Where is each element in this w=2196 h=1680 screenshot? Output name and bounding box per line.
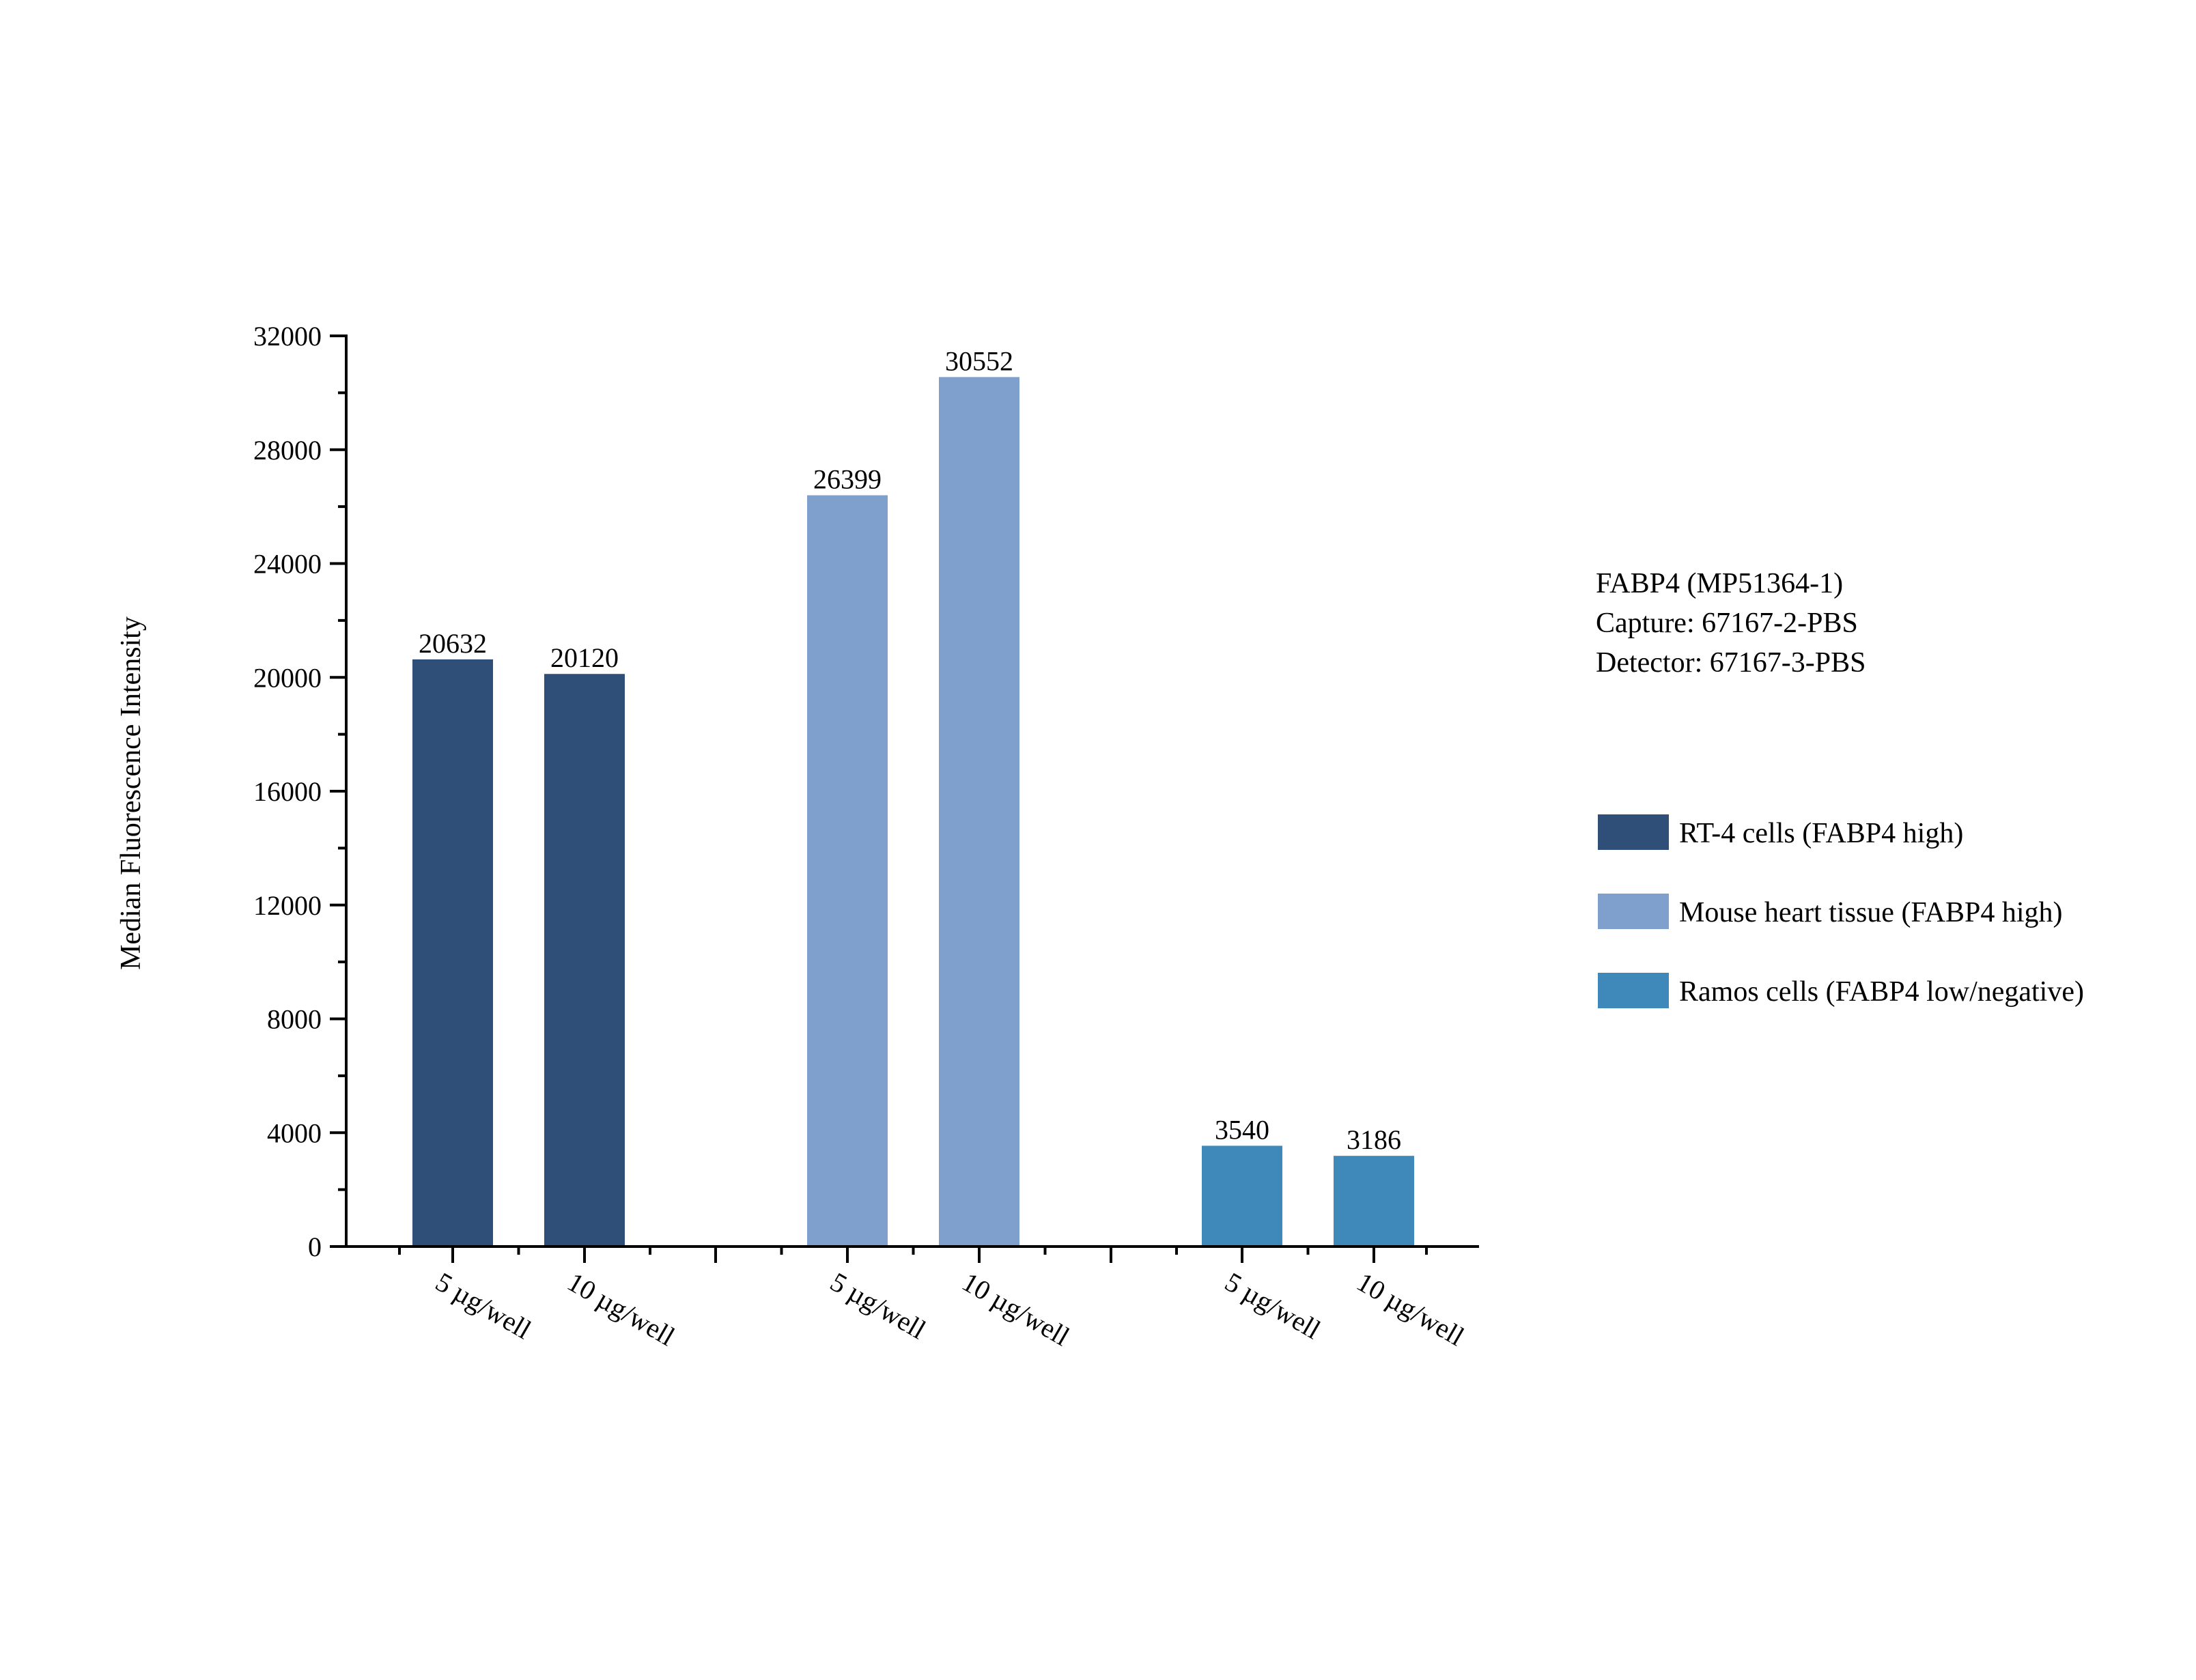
- x-category-label: 10 µg/well: [1352, 1266, 1469, 1352]
- data-label: 30552: [945, 345, 1013, 376]
- y-tick-label: 12000: [253, 890, 322, 921]
- x-category-label: 10 µg/well: [563, 1266, 680, 1352]
- legend-swatch: [1598, 894, 1669, 929]
- y-tick-label: 28000: [253, 435, 322, 466]
- y-tick-label: 24000: [253, 549, 322, 580]
- data-label: 20120: [550, 642, 619, 673]
- data-label: 20632: [419, 628, 487, 659]
- legend-swatch: [1598, 814, 1669, 850]
- legend-label: Ramos cells (FABP4 low/negative): [1679, 976, 2084, 1008]
- legend-label: Mouse heart tissue (FABP4 high): [1679, 897, 2063, 928]
- y-tick-label: 8000: [267, 1004, 322, 1035]
- y-tick-label: 20000: [253, 662, 322, 693]
- x-category-label: 5 µg/well: [1220, 1266, 1326, 1345]
- bar: [807, 495, 888, 1247]
- x-category-label: 5 µg/well: [826, 1266, 931, 1345]
- bar: [412, 659, 493, 1247]
- info-line: Capture: 67167-2-PBS: [1596, 608, 1858, 639]
- info-line: FABP4 (MP51364-1): [1596, 568, 1843, 599]
- bar: [544, 674, 625, 1247]
- x-category-label: 10 µg/well: [957, 1266, 1075, 1352]
- legend-label: RT-4 cells (FABP4 high): [1679, 818, 1963, 849]
- legend-swatch: [1598, 973, 1669, 1008]
- data-label: 3186: [1347, 1124, 1401, 1155]
- y-tick-label: 32000: [253, 321, 322, 352]
- plot-area: [412, 377, 1414, 1247]
- value-labels: 20632 20120 26399 30552 3540 3186: [419, 345, 1401, 1155]
- bar: [939, 377, 1019, 1247]
- data-label: 3540: [1215, 1114, 1269, 1145]
- y-tick-label: 0: [308, 1231, 322, 1262]
- x-category-label: 5 µg/well: [431, 1266, 537, 1345]
- bar: [1334, 1156, 1414, 1247]
- bar: [1202, 1145, 1282, 1247]
- data-label: 26399: [813, 464, 882, 494]
- y-tick-label: 16000: [253, 776, 322, 807]
- legend: RT-4 cells (FABP4 high) Mouse heart tissu…: [1598, 814, 2084, 1008]
- y-tick-label: 4000: [267, 1117, 322, 1148]
- y-axis-title: Median Fluorescence Intensity: [115, 616, 147, 970]
- info-line: Detector: 67167-3-PBS: [1596, 647, 1866, 679]
- info-annotation: FABP4 (MP51364-1) Capture: 67167-2-PBS Det…: [1596, 568, 1866, 679]
